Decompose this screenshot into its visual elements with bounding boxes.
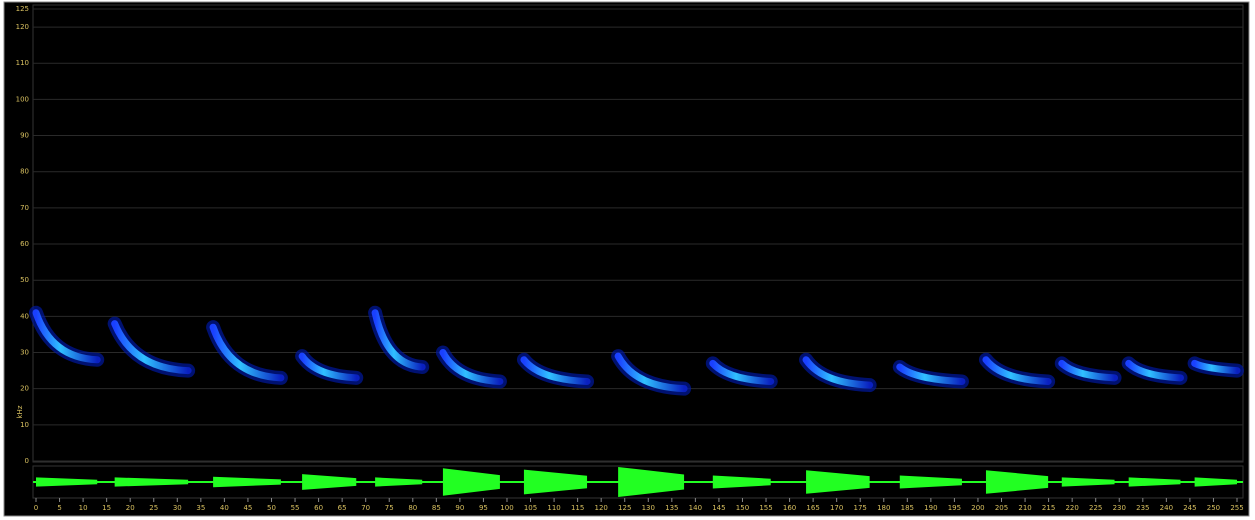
y-tick-label: 10 xyxy=(20,421,29,429)
y-tick-label: 90 xyxy=(20,132,29,140)
x-tick-label: 230 xyxy=(1113,504,1126,512)
x-tick-label: 245 xyxy=(1183,504,1196,512)
x-tick-label: 30 xyxy=(173,504,182,512)
spectrogram-window: kHz 0 10 20 30 40 50 60 70 80 90 100 110 120 125 0 5 10 1… xyxy=(0,0,1255,520)
x-tick-label: 20 xyxy=(126,504,135,512)
x-tick-label: 25 xyxy=(149,504,158,512)
x-tick-label: 240 xyxy=(1160,504,1173,512)
x-tick-label: 210 xyxy=(1018,504,1031,512)
y-tick-label: 30 xyxy=(20,349,29,357)
x-tick-label: 75 xyxy=(385,504,394,512)
y-axis-label: kHz xyxy=(16,405,24,418)
x-tick-label: 105 xyxy=(524,504,537,512)
y-tick-label: 110 xyxy=(16,59,29,67)
x-tick-label: 140 xyxy=(689,504,702,512)
x-tick-label: 100 xyxy=(500,504,513,512)
y-tick-label: 60 xyxy=(20,240,29,248)
x-tick-label: 95 xyxy=(479,504,488,512)
x-tick-label: 35 xyxy=(196,504,205,512)
x-tick-label: 50 xyxy=(267,504,276,512)
x-tick-label: 65 xyxy=(338,504,347,512)
x-tick-label: 145 xyxy=(712,504,725,512)
x-tick-label: 85 xyxy=(432,504,441,512)
y-tick-label: 0 xyxy=(25,457,29,465)
y-tick-label: 125 xyxy=(16,5,29,13)
x-tick-label: 225 xyxy=(1089,504,1102,512)
y-tick-label: 70 xyxy=(20,204,29,212)
x-tick-label: 90 xyxy=(455,504,464,512)
x-tick-label: 185 xyxy=(901,504,914,512)
x-tick-label: 10 xyxy=(79,504,88,512)
y-tick-label: 40 xyxy=(20,312,29,320)
x-tick-label: 235 xyxy=(1136,504,1149,512)
x-tick-label: 195 xyxy=(948,504,961,512)
x-tick-label: 200 xyxy=(971,504,984,512)
x-tick-label: 155 xyxy=(759,504,772,512)
x-tick-label: 5 xyxy=(57,504,61,512)
x-tick-label: 190 xyxy=(924,504,937,512)
x-tick-label: 70 xyxy=(361,504,370,512)
x-tick-label: 40 xyxy=(220,504,229,512)
x-tick-label: 55 xyxy=(291,504,300,512)
x-tick-label: 0 xyxy=(34,504,38,512)
x-tick-label: 250 xyxy=(1207,504,1220,512)
y-tick-label: 120 xyxy=(16,23,29,31)
x-tick-label: 120 xyxy=(594,504,607,512)
x-tick-label: 45 xyxy=(243,504,252,512)
plot-area xyxy=(33,5,1243,462)
y-tick-label: 50 xyxy=(20,276,29,284)
x-tick-label: 170 xyxy=(830,504,843,512)
x-tick-label: 135 xyxy=(665,504,678,512)
x-tick-label: 205 xyxy=(995,504,1008,512)
x-tick-label: 160 xyxy=(783,504,796,512)
x-tick-label: 130 xyxy=(642,504,655,512)
y-tick-label: 80 xyxy=(20,168,29,176)
x-tick-label: 80 xyxy=(408,504,417,512)
x-tick-label: 115 xyxy=(571,504,584,512)
x-tick-label: 150 xyxy=(736,504,749,512)
x-tick-label: 125 xyxy=(618,504,631,512)
x-tick-label: 175 xyxy=(854,504,867,512)
x-tick-label: 215 xyxy=(1042,504,1055,512)
x-tick-label: 15 xyxy=(102,504,111,512)
x-tick-label: 255 xyxy=(1230,504,1243,512)
x-tick-label: 180 xyxy=(877,504,890,512)
x-tick-label: 220 xyxy=(1065,504,1078,512)
x-tick-label: 110 xyxy=(547,504,560,512)
x-tick-label: 60 xyxy=(314,504,323,512)
y-tick-label: 100 xyxy=(16,95,29,103)
x-tick-label: 165 xyxy=(806,504,819,512)
y-tick-label: 20 xyxy=(20,385,29,393)
